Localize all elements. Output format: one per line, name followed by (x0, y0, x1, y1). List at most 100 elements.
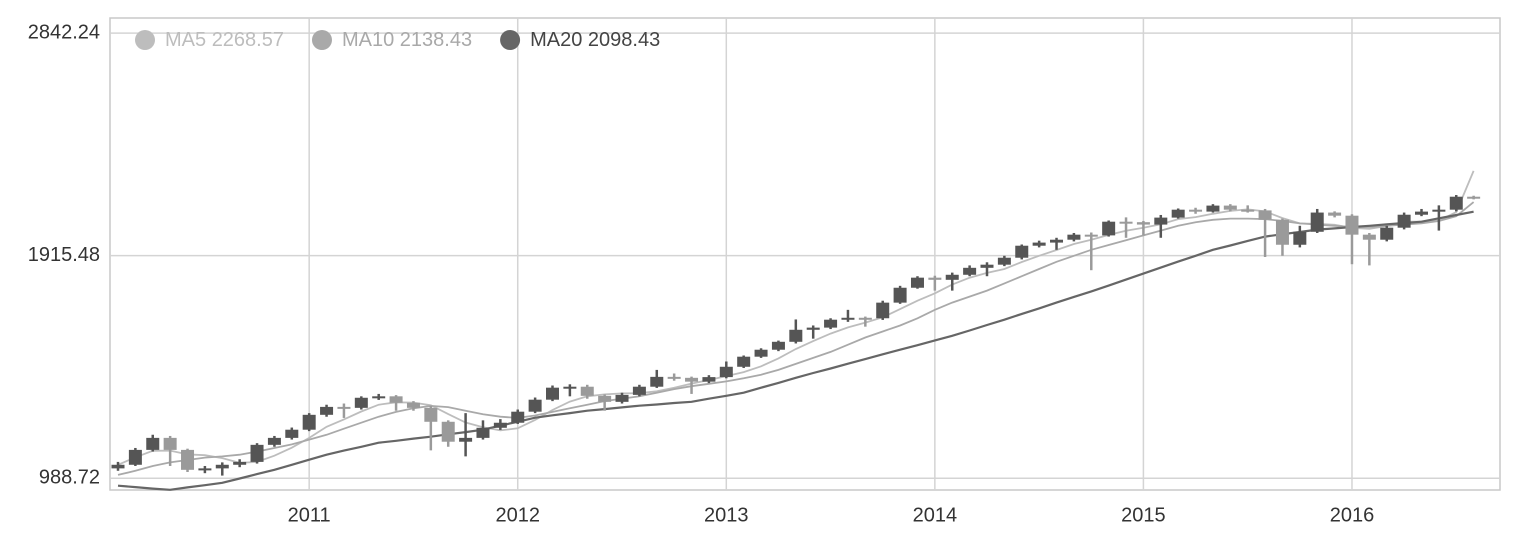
candle-body (945, 274, 959, 280)
candle-body (893, 287, 907, 303)
candle-body (320, 406, 334, 415)
axes: 988.72 1915.48 2842.24 2011 2012 2013 2014 2015… (28, 21, 1375, 526)
candle-body (1032, 242, 1046, 246)
candle-body (1310, 212, 1324, 232)
candle-body (459, 437, 473, 442)
candle-body (737, 356, 751, 367)
candle-body (1258, 210, 1272, 220)
candle-body (1241, 209, 1255, 212)
legend-value: 2268.57 (212, 29, 284, 51)
y-tick-label: 988.72 (39, 467, 100, 489)
candle-body (754, 349, 768, 357)
candle-body (563, 386, 577, 389)
candle-body (1136, 222, 1150, 225)
candle-body (876, 302, 890, 319)
y-tick-label: 1915.48 (28, 244, 100, 266)
candle-body (1223, 205, 1237, 210)
legend-name: MA10 (342, 29, 394, 51)
candle-body (1397, 214, 1411, 228)
candle-body (1432, 209, 1446, 212)
candle-body (1293, 231, 1307, 245)
ma-line (117, 210, 1474, 491)
legend-label: MA20 2098.43 (530, 29, 660, 51)
candle-body (389, 396, 403, 403)
candle-body (928, 277, 942, 280)
candle-body (615, 394, 629, 402)
candle-body (1449, 196, 1463, 210)
candle-body (337, 406, 351, 409)
candle-body (789, 329, 803, 342)
x-tick-label: 2015 (1121, 504, 1166, 526)
legend-name: MA5 (165, 29, 206, 51)
candle-body (198, 468, 212, 471)
candle-body (858, 317, 872, 320)
candle-body (546, 387, 559, 400)
plot-area (109, 17, 1501, 491)
candle-body (233, 461, 247, 465)
candle-body (1050, 239, 1064, 243)
candle-body (250, 444, 264, 462)
candle-body (372, 396, 386, 399)
candle-body (1275, 219, 1289, 245)
candle-body (493, 422, 507, 428)
legend-marker (500, 30, 521, 50)
candle-body (1206, 205, 1220, 212)
candle-body (424, 407, 438, 422)
candle-body (632, 386, 646, 395)
candle-body (215, 464, 229, 469)
candle-body (1380, 227, 1394, 240)
legend-name: MA20 (530, 29, 582, 51)
candle-body (719, 366, 733, 378)
candle-body (285, 429, 299, 438)
candle-body (1084, 234, 1098, 237)
candle-body (476, 427, 490, 438)
candle-body (997, 257, 1011, 265)
candle-body (1015, 245, 1029, 258)
candle-body (1345, 215, 1359, 235)
candle-body (667, 376, 681, 379)
legend-marker (311, 30, 332, 50)
legend: MA5 2268.57 MA10 2138.43 MA20 2098.43 (135, 29, 660, 51)
candle-body (980, 264, 994, 268)
candle-body (771, 341, 785, 350)
candle-body (1171, 209, 1185, 218)
candle-body (111, 464, 125, 469)
candle-body (1467, 196, 1481, 199)
legend-label: MA10 2138.43 (342, 29, 472, 51)
candle-body (963, 267, 977, 275)
candle-body (267, 437, 281, 445)
candle-body (181, 449, 195, 470)
candle-body (1067, 234, 1081, 240)
candle-body (910, 277, 924, 288)
candle-body (1154, 217, 1168, 225)
candle-body (702, 377, 716, 382)
candle-body (1328, 212, 1342, 216)
candle-body (1362, 234, 1376, 240)
candle-body (598, 395, 612, 402)
candle-body (1119, 221, 1133, 224)
candle-body (302, 414, 316, 430)
candle-body (841, 317, 855, 320)
candle-body (1102, 221, 1116, 236)
legend-label: MA5 2268.57 (165, 29, 284, 51)
x-tick-label: 2014 (913, 504, 958, 526)
ma-line (117, 201, 1475, 476)
candle-body (406, 402, 420, 408)
candle-body (824, 319, 838, 328)
candle-body (511, 411, 525, 423)
legend-value: 2098.43 (588, 29, 660, 51)
x-tick-label: 2011 (288, 504, 331, 526)
grid (110, 18, 1500, 490)
candle-body (441, 421, 455, 442)
candle-body (650, 376, 664, 387)
candle-body (806, 327, 820, 330)
candle-body (163, 437, 177, 450)
legend-marker (135, 30, 155, 50)
candle-body (1189, 209, 1203, 212)
candle-body (1415, 211, 1428, 215)
candle-body (128, 449, 142, 465)
x-tick-label: 2012 (495, 504, 540, 526)
candles (111, 195, 1481, 476)
